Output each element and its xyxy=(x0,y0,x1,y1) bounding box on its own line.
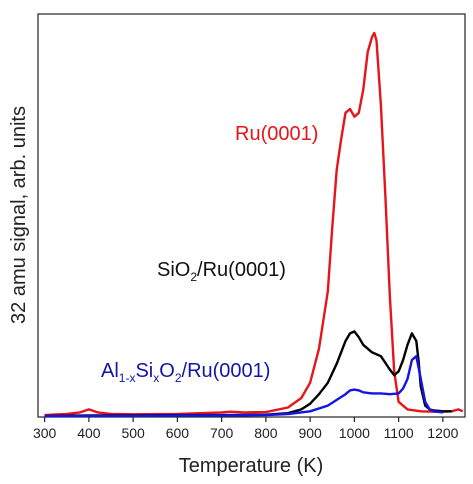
series-line-3 xyxy=(44,355,444,418)
series-label-alsio2-ru0001: Al1-xSixO2/Ru(0001) xyxy=(101,360,270,385)
x-tick-label: 400 xyxy=(77,425,101,441)
x-tick-label: 1000 xyxy=(339,425,370,441)
series-label-ru0001: Ru(0001) xyxy=(235,123,318,145)
x-tick-label: 500 xyxy=(121,425,145,441)
x-tick-label: 600 xyxy=(166,425,190,441)
series-line-1 xyxy=(44,31,464,417)
x-tick-label: 300 xyxy=(33,425,57,441)
y-axis-title: 32 amu signal, arb. units xyxy=(8,106,30,324)
x-tick-label: 900 xyxy=(298,425,322,441)
series-layer xyxy=(44,31,464,418)
x-tick-label: 1200 xyxy=(427,425,458,441)
x-axis-title: Temperature (K) xyxy=(179,455,324,477)
x-tick-label: 700 xyxy=(210,425,234,441)
plot-frame xyxy=(37,13,466,418)
x-tick-label: 1100 xyxy=(384,425,414,441)
x-axis-ticks: 300 400 500 600 700 800 900 1000 1100 1200 xyxy=(33,417,459,441)
x-tick-label: 800 xyxy=(254,425,278,441)
series-label-sio2-ru0001: SiO2/Ru(0001) xyxy=(157,259,286,284)
